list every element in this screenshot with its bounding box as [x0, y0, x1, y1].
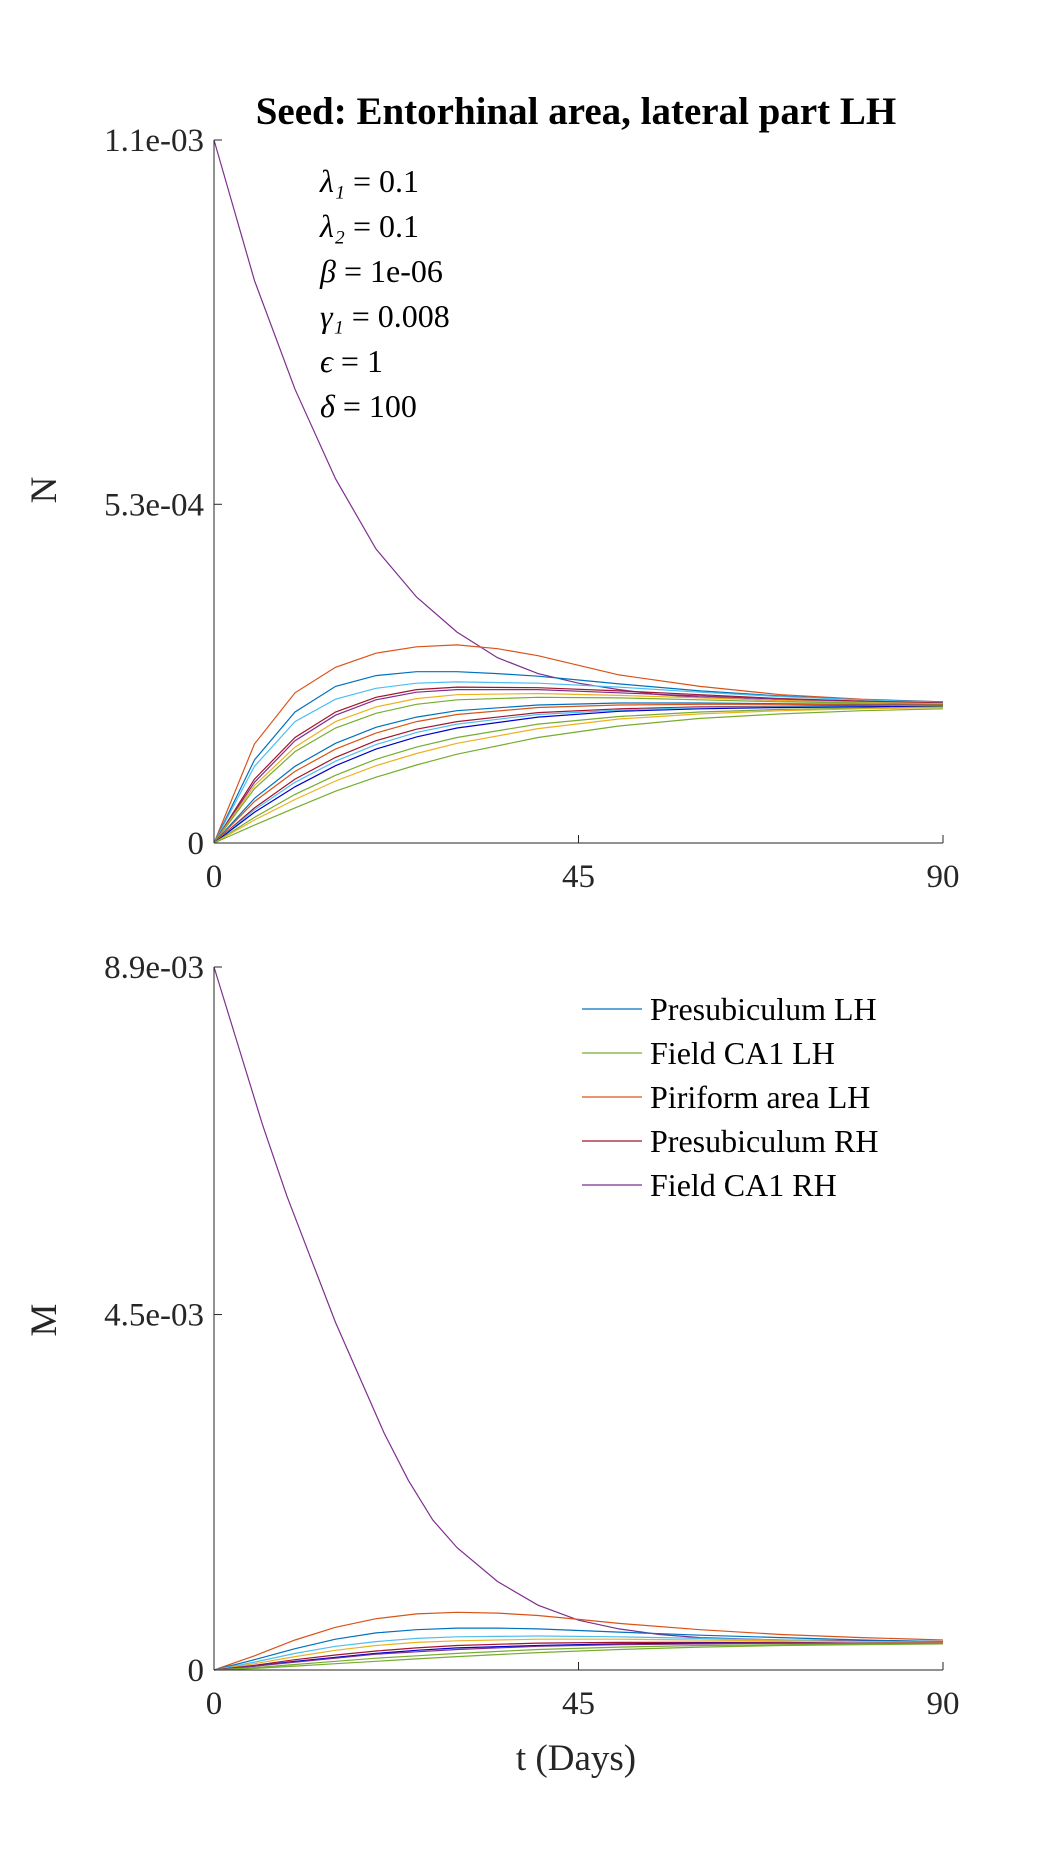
x-tick-label: 45	[562, 1686, 595, 1722]
series-line-10	[213, 703, 943, 844]
legend-entry-label: Field CA1 LH	[650, 1035, 835, 1071]
series-line-6	[213, 1641, 943, 1671]
series-line-3	[213, 1627, 944, 1671]
top-plot-panel: Seed: Entorhinal area, lateral part LH λ…	[24, 90, 960, 895]
series-line-8	[213, 1642, 943, 1671]
series-line-11	[213, 705, 943, 844]
x-axis-label: t (Days)	[516, 1738, 636, 1779]
series-line-1	[213, 966, 944, 1643]
parameter-annotation: β = 1e-06	[319, 253, 443, 289]
legend-entry-label: Piriform area LH	[650, 1079, 870, 1115]
series-line-2	[213, 644, 944, 844]
y-tick-label: 0	[188, 826, 205, 862]
series-line-15	[213, 706, 944, 844]
y-tick-label: 8.9e-03	[104, 950, 204, 986]
y-axis-label-n: N	[24, 477, 65, 504]
series-line-7	[213, 692, 944, 844]
legend-entry-label: Presubiculum LH	[650, 991, 877, 1027]
x-tick-label: 90	[927, 859, 960, 895]
series-line-8	[213, 696, 944, 844]
series-line-6	[213, 689, 944, 844]
chart-title: Seed: Entorhinal area, lateral part LH	[256, 90, 897, 133]
series-line-4	[213, 681, 944, 844]
parameter-annotation: δ = 100	[320, 388, 417, 424]
bottom-series-lines	[213, 966, 944, 1671]
y-tick-label: 5.3e-04	[104, 487, 204, 523]
x-tick-label: 45	[562, 859, 595, 895]
legend: Presubiculum LH Field CA1 LH Piriform area…	[582, 991, 878, 1203]
x-tick-label: 90	[927, 1686, 960, 1722]
bottom-axes: 0 45 90 0 4.5e-03 8.9e-03	[104, 950, 959, 1722]
parameter-annotation: λ₁ = 0.1	[319, 163, 419, 199]
x-tick-label: 0	[206, 1686, 223, 1722]
parameter-annotation: ϵ = 1	[320, 343, 383, 379]
y-tick-label: 4.5e-03	[104, 1298, 204, 1334]
bottom-plot-panel: 0 45 90 0 4.5e-03 8.9e-03 M t (Days) Presubic…	[24, 950, 960, 1779]
series-line-13	[213, 705, 944, 844]
parameter-annotation: γ₁ = 0.008	[320, 298, 450, 334]
series-line-5	[213, 1638, 944, 1671]
x-tick-label: 0	[206, 859, 223, 895]
series-line-9	[213, 1643, 943, 1671]
series-line-2	[213, 1611, 944, 1671]
series-line-3	[213, 671, 944, 844]
series-line-10	[213, 1643, 944, 1671]
series-line-16	[213, 708, 944, 844]
parameter-annotation: λ₂ = 0.1	[319, 208, 419, 244]
top-axes: 0 45 90 0 5.3e-04 1.1e-03	[104, 123, 959, 895]
legend-entry-label: Field CA1 RH	[650, 1167, 837, 1203]
series-line-14	[213, 706, 944, 844]
series-line-4	[213, 1635, 944, 1671]
top-series-lines	[213, 139, 944, 844]
y-tick-label: 1.1e-03	[104, 123, 204, 159]
y-axis-label-m: M	[24, 1304, 65, 1337]
y-tick-label: 0	[188, 1653, 205, 1689]
parameter-annotations: λ₁ = 0.1 λ₂ = 0.1 β = 1e-06 γ₁ = 0.008 ϵ = 1…	[319, 163, 450, 424]
legend-entry-label: Presubiculum RH	[650, 1123, 878, 1159]
